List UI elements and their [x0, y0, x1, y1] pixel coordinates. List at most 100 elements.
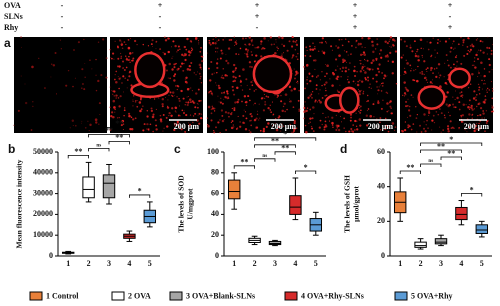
stain — [60, 48, 62, 50]
stain — [361, 66, 364, 69]
stain — [95, 74, 97, 76]
stain — [305, 64, 309, 67]
stain — [366, 124, 369, 127]
stain — [483, 101, 486, 104]
stain — [176, 120, 179, 124]
stain — [208, 39, 211, 42]
stain — [420, 47, 422, 50]
stain — [43, 87, 46, 89]
stain — [198, 43, 200, 45]
stain — [475, 93, 478, 96]
stain — [242, 114, 245, 117]
stain — [200, 46, 203, 49]
stain — [274, 52, 277, 55]
stain — [194, 106, 197, 109]
stain — [323, 128, 326, 131]
stain — [155, 41, 157, 43]
stain — [350, 130, 353, 133]
stain — [132, 118, 135, 121]
stain — [379, 53, 381, 55]
stain — [215, 62, 219, 65]
stain — [187, 50, 191, 53]
stain — [182, 97, 185, 100]
stain — [129, 61, 131, 64]
stain — [171, 107, 174, 110]
stain — [460, 116, 463, 118]
stain — [468, 126, 471, 129]
stain — [359, 111, 362, 114]
stain — [431, 129, 433, 131]
stain — [139, 98, 142, 101]
stain — [256, 46, 258, 49]
stain — [355, 46, 357, 49]
stain — [371, 44, 375, 47]
stain — [177, 45, 180, 48]
treatment-mark: + — [353, 1, 358, 10]
stain — [197, 103, 199, 105]
stain — [419, 38, 423, 42]
stain — [110, 90, 112, 92]
stain — [486, 87, 489, 90]
stain — [478, 70, 479, 72]
stain — [200, 99, 202, 102]
stain — [282, 44, 286, 48]
x-tick-label: 4 — [459, 259, 463, 268]
y-tick-label: 40 — [377, 181, 385, 190]
stain — [240, 85, 242, 87]
stain — [110, 57, 112, 59]
stain — [112, 93, 114, 95]
stain — [354, 119, 357, 123]
scale-label: 200 μm — [174, 122, 200, 131]
stain — [55, 93, 58, 95]
stain — [185, 113, 188, 117]
stain — [130, 84, 133, 87]
stain — [433, 68, 436, 70]
stain — [319, 119, 322, 122]
stain — [474, 108, 476, 110]
stain — [409, 114, 412, 117]
stain — [358, 107, 361, 109]
stain — [244, 53, 246, 55]
stain — [152, 46, 154, 48]
stain — [432, 37, 434, 39]
legend-swatch — [29, 291, 43, 301]
stain — [233, 79, 237, 83]
stain — [95, 89, 98, 92]
stain — [122, 123, 125, 125]
stain — [354, 129, 356, 131]
stain — [295, 55, 298, 58]
significance-label: * — [304, 163, 308, 172]
stain — [486, 53, 488, 55]
stain — [316, 101, 318, 103]
box — [82, 176, 95, 199]
stain — [456, 60, 459, 63]
y-tick-label: 40 — [211, 209, 219, 218]
stain — [473, 64, 475, 66]
stain — [344, 70, 347, 73]
stain — [264, 101, 266, 103]
stain — [261, 47, 265, 50]
stain — [356, 70, 358, 73]
stain — [116, 117, 119, 119]
stain — [362, 53, 364, 56]
stain — [466, 52, 469, 55]
stain — [260, 43, 262, 45]
stain — [214, 42, 217, 45]
y-tick-label: 30000 — [33, 188, 53, 197]
stain — [171, 94, 173, 97]
micrograph — [14, 37, 107, 133]
stain — [123, 114, 125, 117]
stain — [356, 128, 359, 131]
stain — [276, 96, 278, 98]
stain — [277, 116, 280, 119]
stain — [361, 68, 363, 70]
stain — [117, 97, 120, 99]
stain — [190, 47, 193, 49]
stain — [124, 77, 126, 79]
stain — [213, 72, 215, 74]
stain — [261, 48, 263, 50]
stain — [275, 128, 279, 132]
stain — [411, 50, 414, 53]
x-tick-label: 5 — [480, 259, 484, 268]
stain — [190, 49, 193, 52]
